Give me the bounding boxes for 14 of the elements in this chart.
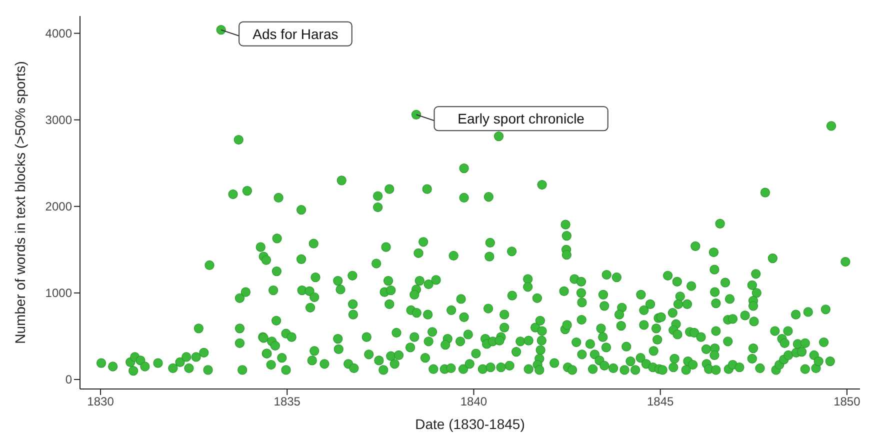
annotation: Early sport chronicle	[458, 110, 585, 127]
y-tick-label: 3000	[45, 113, 72, 128]
y-tick-label: 1000	[45, 286, 72, 300]
x-tick-label: 1830	[87, 394, 114, 409]
y-tick-label: 4000	[45, 26, 72, 41]
x-tick-label: 1845	[646, 394, 674, 409]
y-tick-label: 2000	[45, 200, 72, 214]
x-tick-label: 1840	[460, 394, 488, 409]
y-axis-title: Number of words in text blocks (>50% sports)	[12, 61, 28, 344]
x-axis-title: Date (1830-1845)	[415, 416, 525, 432]
annotation: Ads for Haras	[252, 26, 338, 42]
y-tick-label: 0	[65, 372, 72, 387]
x-tick-label: 1835	[274, 394, 301, 409]
x-tick-label: 1850	[834, 394, 861, 409]
